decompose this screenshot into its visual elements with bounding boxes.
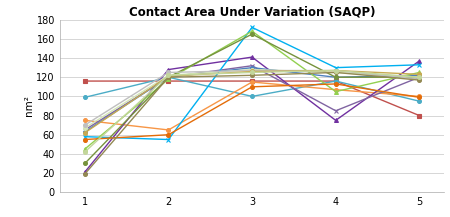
Title: Contact Area Under Variation (SAQP): Contact Area Under Variation (SAQP) bbox=[129, 6, 375, 19]
Y-axis label: nm²: nm² bbox=[23, 95, 34, 116]
